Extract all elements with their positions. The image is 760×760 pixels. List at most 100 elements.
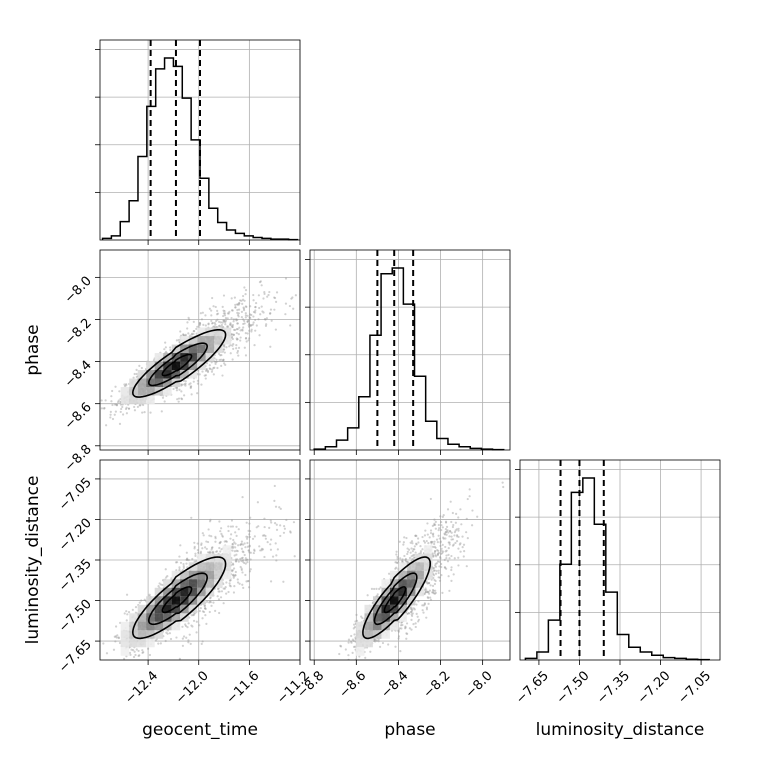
sample-point [231,325,234,328]
sample-point [465,531,468,534]
sample-point [128,651,132,654]
sample-point [433,545,436,548]
sample-point [163,348,166,351]
sample-point [174,386,177,389]
sample-point [416,615,419,618]
sample-point [275,559,278,562]
sample-point [237,312,240,315]
sample-point [237,354,240,357]
sample-point [229,579,232,582]
sample-point [224,363,227,366]
sample-point [423,603,426,606]
sample-point [237,528,240,531]
sample-point [234,318,238,321]
density-cell [163,604,172,614]
sample-point [431,584,435,587]
sample-point [244,293,247,296]
sample-point [441,543,444,546]
sample-point [248,545,251,548]
sample-point [203,374,206,377]
sample-point [220,532,223,535]
sample-point [445,525,449,528]
sample-point [231,309,234,312]
sample-point [213,366,216,369]
density-cell [171,604,181,614]
sample-point [438,565,441,568]
sample-point [201,640,204,643]
sample-point [213,321,216,325]
sample-point [246,558,249,561]
sample-point [352,645,356,648]
sample-point [307,270,309,272]
sample-point [208,307,211,310]
density-cell [146,387,155,396]
sample-point [448,589,451,592]
sample-point [412,623,415,626]
sample-point [263,318,267,321]
sample-point [246,332,249,335]
sample-point [190,516,193,519]
sample-point [253,549,256,552]
sample-point [125,384,128,387]
sample-point [405,637,408,640]
sample-point [419,544,422,548]
sample-point [426,522,429,525]
sample-point [406,552,409,556]
sample-point [457,564,460,567]
sample-point [339,644,342,647]
sample-point [432,532,435,535]
sample-point [179,561,183,564]
sample-point [264,534,267,538]
sample-point [441,551,444,555]
sample-point [232,320,235,323]
sample-point [219,541,222,544]
density-cell [146,370,155,379]
sample-point [205,540,208,543]
sample-point [231,562,235,565]
sample-point [210,319,213,323]
sample-point [437,549,440,552]
sample-point [231,542,234,546]
sample-point [239,336,242,339]
density-cell [137,387,147,396]
sample-point [409,551,412,554]
sample-point [244,562,247,565]
sample-point [91,636,93,638]
sample-point [225,581,228,584]
sample-point [373,638,376,641]
density-cell [180,587,189,597]
sample-point [417,537,420,540]
sample-point [210,604,213,607]
sample-point [248,544,251,547]
density-cell [180,370,189,379]
sample-point [242,318,245,321]
sample-point [100,399,103,402]
sample-point [192,332,195,336]
density-cell [154,596,164,605]
density-cell [146,621,155,631]
sample-point [358,655,361,658]
density-cell [129,378,138,388]
sample-point [414,534,417,537]
sample-point [222,319,226,322]
sample-point [244,557,247,560]
sample-point [433,518,436,521]
sample-point [184,384,187,387]
sample-point [248,329,251,332]
sample-point [215,550,219,553]
histogram-geocent_time [101,57,299,241]
density-cell [205,579,215,588]
sample-point [451,538,455,541]
sample-point [180,383,183,386]
sample-point [240,316,243,319]
sample-point [242,550,245,554]
sample-point [430,540,433,543]
sample-point [230,324,233,327]
sample-point [125,383,128,386]
sample-point [246,541,249,545]
sample-point [199,550,203,553]
sample-point [229,525,233,528]
sample-point [111,403,114,407]
sample-point [423,534,427,537]
sample-point [406,550,409,553]
